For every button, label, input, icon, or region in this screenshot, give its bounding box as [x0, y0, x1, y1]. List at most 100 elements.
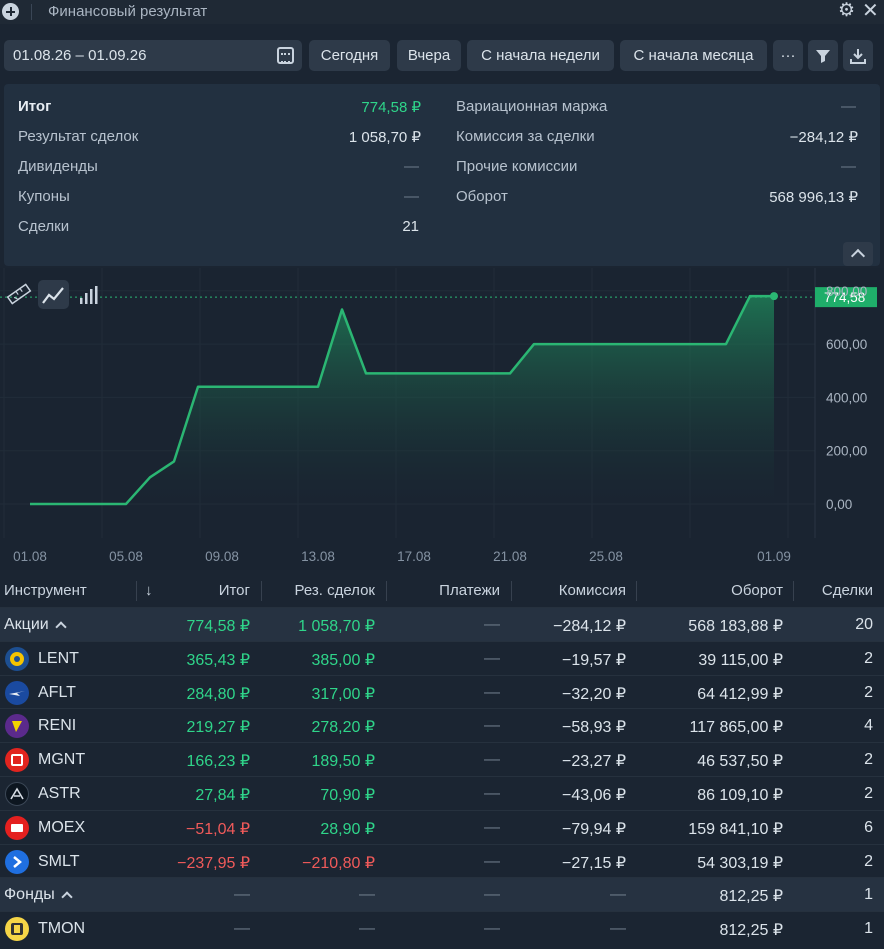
add-widget-icon[interactable] — [2, 3, 19, 20]
row-payments: — — [484, 616, 500, 633]
chevron-up-icon[interactable] — [55, 621, 67, 633]
row-fee: −58,93 ₽ — [561, 719, 626, 737]
row-trades-result: 189,50 ₽ — [311, 753, 375, 771]
summary-turnover-value: 568 996,13 ₽ — [769, 189, 858, 206]
sort-desc-icon[interactable]: ↓ — [145, 582, 153, 599]
download-button[interactable] — [843, 40, 873, 71]
moex-logo-icon — [5, 815, 29, 840]
filter-button[interactable] — [808, 40, 838, 71]
col-trades-result[interactable]: Рез. сделок — [294, 582, 376, 599]
today-button[interactable]: Сегодня — [309, 40, 390, 71]
row-deals: 2 — [864, 751, 873, 769]
y-tick-label: 200,00 — [826, 444, 867, 459]
group-name[interactable]: Акции — [4, 616, 67, 634]
table-row[interactable]: ASTR 27,84 ₽ 70,90 ₽ — −43,06 ₽ 86 109,10 ₽ 2 — [0, 776, 884, 810]
x-tick-label: 05.08 — [109, 549, 143, 564]
month-start-button[interactable]: С начала месяца — [620, 40, 767, 71]
calendar-icon[interactable] — [277, 47, 294, 64]
col-divider — [511, 581, 512, 601]
row-payments: — — [484, 920, 500, 938]
astr-logo-icon — [5, 782, 29, 806]
summary-dividends-value: — — [404, 158, 419, 175]
series-line — [30, 294, 774, 506]
y-tick-label: 400,00 — [826, 390, 867, 405]
tmon-logo-icon — [5, 917, 29, 942]
summary-fee-value: −284,12 ₽ — [789, 129, 858, 146]
summary-turnover-label: Оборот — [456, 188, 508, 205]
close-icon[interactable]: ✕ — [862, 0, 879, 22]
line-chart-icon[interactable] — [38, 280, 69, 309]
row-payments: — — [484, 683, 500, 701]
row-trades-result: 1 058,70 ₽ — [298, 618, 375, 635]
row-turnover: 117 865,00 ₽ — [689, 719, 783, 737]
col-payments[interactable]: Платежи — [439, 582, 500, 599]
week-start-button[interactable]: С начала недели — [467, 40, 614, 71]
col-fee[interactable]: Комиссия — [558, 582, 626, 599]
instrument-ticker[interactable]: MGNT — [38, 751, 86, 769]
instrument-ticker[interactable]: TMON — [38, 920, 86, 938]
summary-panel: Итог 774,58 ₽ Результат сделок 1 058,70 … — [4, 84, 880, 266]
smlt-logo-icon — [5, 849, 29, 874]
chevron-up-icon[interactable] — [61, 891, 73, 904]
divider — [31, 4, 32, 20]
group-name[interactable]: Фонды — [4, 886, 73, 904]
table-row[interactable]: MGNT 166,23 ₽ 189,50 ₽ — −23,27 ₽ 46 537,50 ₽… — [0, 742, 884, 776]
table-row[interactable]: TMON — — — — 812,25 ₽ 1 — [0, 911, 884, 945]
date-range-input[interactable]: 01.08.26 – 01.09.26 — [4, 40, 302, 71]
col-deals[interactable]: Сделки — [821, 582, 873, 599]
summary-deals-label: Сделки — [18, 218, 70, 235]
summary-trades-result-value: 1 058,70 ₽ — [348, 129, 421, 146]
gear-icon[interactable]: ⚙ — [838, 0, 856, 21]
row-fee: — — [610, 886, 626, 904]
collapse-summary-button[interactable] — [843, 242, 873, 266]
row-payments: — — [484, 785, 500, 802]
y-tick-label: 0,00 — [826, 497, 852, 512]
table-row[interactable]: LENT 365,43 ₽ 385,00 ₽ — −19,57 ₽ 39 115,00 ₽… — [0, 640, 884, 675]
x-tick-label: 21.08 — [493, 549, 527, 564]
instrument-ticker[interactable]: RENI — [38, 717, 77, 735]
row-total: 284,80 ₽ — [186, 685, 250, 703]
instrument-ticker[interactable]: AFLT — [38, 683, 76, 701]
group-row[interactable]: Акции 774,58 ₽ 1 058,70 ₽ — −284,12 ₽ 568 183… — [0, 607, 884, 641]
row-payments: — — [484, 751, 500, 769]
group-row[interactable]: Фонды — — — — 812,25 ₽ 1 — [0, 877, 884, 912]
x-tick-label: 25.08 — [589, 549, 623, 564]
table-row[interactable]: AFLT 284,80 ₽ 317,00 ₽ — −32,20 ₽ 64 412,99 ₽… — [0, 674, 884, 709]
aflt-logo-icon — [5, 680, 29, 705]
col-turnover[interactable]: Оборот — [731, 582, 783, 599]
bar-chart-icon[interactable] — [80, 286, 98, 304]
date-range-value: 01.08.26 – 01.09.26 — [13, 47, 147, 64]
instrument-ticker[interactable]: ASTR — [38, 785, 81, 802]
table-row[interactable]: MOEX −51,04 ₽ 28,90 ₽ — −79,94 ₽ 159 841,10 ₽… — [0, 809, 884, 844]
row-fee: −32,20 ₽ — [561, 685, 626, 703]
instrument-ticker[interactable]: LENT — [38, 649, 79, 667]
row-turnover: 568 183,88 ₽ — [688, 618, 783, 635]
row-trades-result: 28,90 ₽ — [320, 820, 375, 838]
row-turnover: 46 537,50 ₽ — [697, 753, 783, 771]
last-value-badge — [815, 287, 877, 308]
col-total[interactable]: Итог — [218, 582, 250, 599]
row-fee: −23,27 ₽ — [561, 753, 626, 771]
col-divider — [136, 581, 137, 601]
row-fee: −43,06 ₽ — [561, 787, 626, 804]
row-fee: −19,57 ₽ — [561, 651, 626, 669]
row-deals: 6 — [864, 818, 873, 836]
row-turnover: 812,25 ₽ — [719, 922, 783, 940]
yesterday-button[interactable]: Вчера — [397, 40, 461, 71]
ruler-icon[interactable] — [6, 283, 32, 305]
summary-deals-value: 21 — [402, 218, 419, 235]
table-row[interactable]: SMLT −237,95 ₽ −210,80 ₽ — −27,15 ₽ 54 303,19… — [0, 843, 884, 878]
x-tick-label: 17.08 — [397, 549, 431, 564]
x-tick-label: 13.08 — [301, 549, 335, 564]
col-instrument[interactable]: Инструмент — [4, 582, 87, 599]
summary-dividends-label: Дивиденды — [18, 158, 98, 175]
more-button[interactable]: ··· — [773, 40, 803, 71]
row-trades-result: 317,00 ₽ — [311, 685, 375, 703]
row-deals: 4 — [864, 717, 873, 735]
table-header: Инструмент ↓ Итог Рез. сделок Платежи Ко… — [0, 573, 884, 607]
row-trades-result: 70,90 ₽ — [320, 787, 375, 804]
instrument-ticker[interactable]: MOEX — [38, 818, 86, 836]
table-row[interactable]: RENI 219,27 ₽ 278,20 ₽ — −58,93 ₽ 117 865,00 … — [0, 708, 884, 742]
row-trades-result: −210,80 ₽ — [302, 854, 375, 872]
instrument-ticker[interactable]: SMLT — [38, 852, 80, 870]
